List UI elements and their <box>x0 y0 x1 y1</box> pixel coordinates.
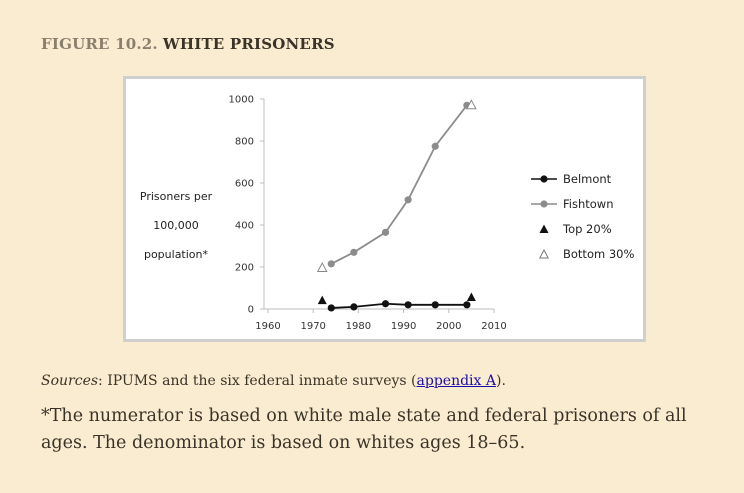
y-tick-label: 600 <box>235 179 254 190</box>
x-tick-label: 1980 <box>346 321 371 332</box>
y-axis-label-line: Prisoners per <box>139 190 213 203</box>
data-point-fishtown <box>381 228 390 236</box>
series-line-fishtown <box>330 104 468 265</box>
sources-label: Sources <box>41 373 99 389</box>
chart-legend: Belmont Fishtown Top 20% Bottom 30% <box>531 166 634 266</box>
sources-text: : IPUMS and the six federal inmate surve… <box>98 373 417 389</box>
y-tick-label: 1000 <box>229 95 254 106</box>
data-point-fishtown <box>404 196 412 204</box>
legend-label-fishtown: Fishtown <box>563 196 614 211</box>
y-axis-label-line: population* <box>143 248 209 261</box>
data-point-belmont <box>463 301 471 309</box>
sources-end: ). <box>495 373 506 389</box>
legend-label-top20: Top 20% <box>563 221 612 236</box>
legend-item-fishtown: Fishtown <box>531 191 634 216</box>
series-line-belmont <box>331 302 467 309</box>
data-point-belmont <box>404 301 412 309</box>
data-point-bottom-30 <box>466 99 477 110</box>
y-tick-label: 400 <box>235 221 254 232</box>
y-tick-label: 0 <box>248 305 254 316</box>
data-point-belmont <box>431 301 439 309</box>
data-point-belmont <box>381 300 390 308</box>
legend-item-belmont: Belmont <box>531 166 634 191</box>
y-axis-label-line: 100,000 <box>153 219 199 232</box>
y-tick-label: 200 <box>235 263 254 274</box>
chart-plot: 0 200 400 600 800 1000 1960 1970 1980 1990 2000 201… <box>229 95 507 333</box>
appendix-link[interactable]: appendix A <box>416 373 496 389</box>
legend-marker-fishtown <box>531 199 557 208</box>
legend-label-bottom30: Bottom 30% <box>563 246 635 261</box>
x-tick-label: 1960 <box>255 321 280 332</box>
data-point-belmont <box>350 303 358 311</box>
data-point-bottom-30 <box>316 261 328 273</box>
sources-note: Sources: IPUMS and the six federal inmat… <box>41 373 506 389</box>
data-point-fishtown <box>350 248 358 256</box>
x-tick-label: 1990 <box>391 321 416 332</box>
legend-item-bottom30: Bottom 30% <box>531 241 634 266</box>
figure-name: WHITE PRISONERS <box>162 35 335 53</box>
x-tick-label: 1970 <box>300 321 325 332</box>
x-tick-label: 2010 <box>481 321 506 332</box>
data-point-fishtown <box>327 260 335 268</box>
legend-marker-bottom30 <box>538 248 550 258</box>
legend-marker-top20 <box>539 224 549 233</box>
legend-item-top20: Top 20% <box>531 216 634 241</box>
data-point-top-20 <box>466 292 476 301</box>
x-tick-label: 2000 <box>436 321 461 332</box>
data-point-top-20 <box>317 295 327 305</box>
figure-title: FIGURE 10.2. WHITE PRISONERS <box>41 35 335 53</box>
data-point-fishtown <box>431 142 439 150</box>
figure-number: FIGURE 10.2. <box>41 35 158 53</box>
y-axis-label: Prisoners per 100,000 population* <box>130 182 222 269</box>
y-tick-label: 800 <box>235 137 254 148</box>
data-point-belmont <box>327 304 335 312</box>
chart-panel: 0 200 400 600 800 1000 1960 1970 1980 1990 2000 201… <box>123 76 646 342</box>
legend-marker-belmont <box>531 174 557 183</box>
legend-label-belmont: Belmont <box>563 171 612 186</box>
footnote: *The numerator is based on white male st… <box>41 406 687 453</box>
